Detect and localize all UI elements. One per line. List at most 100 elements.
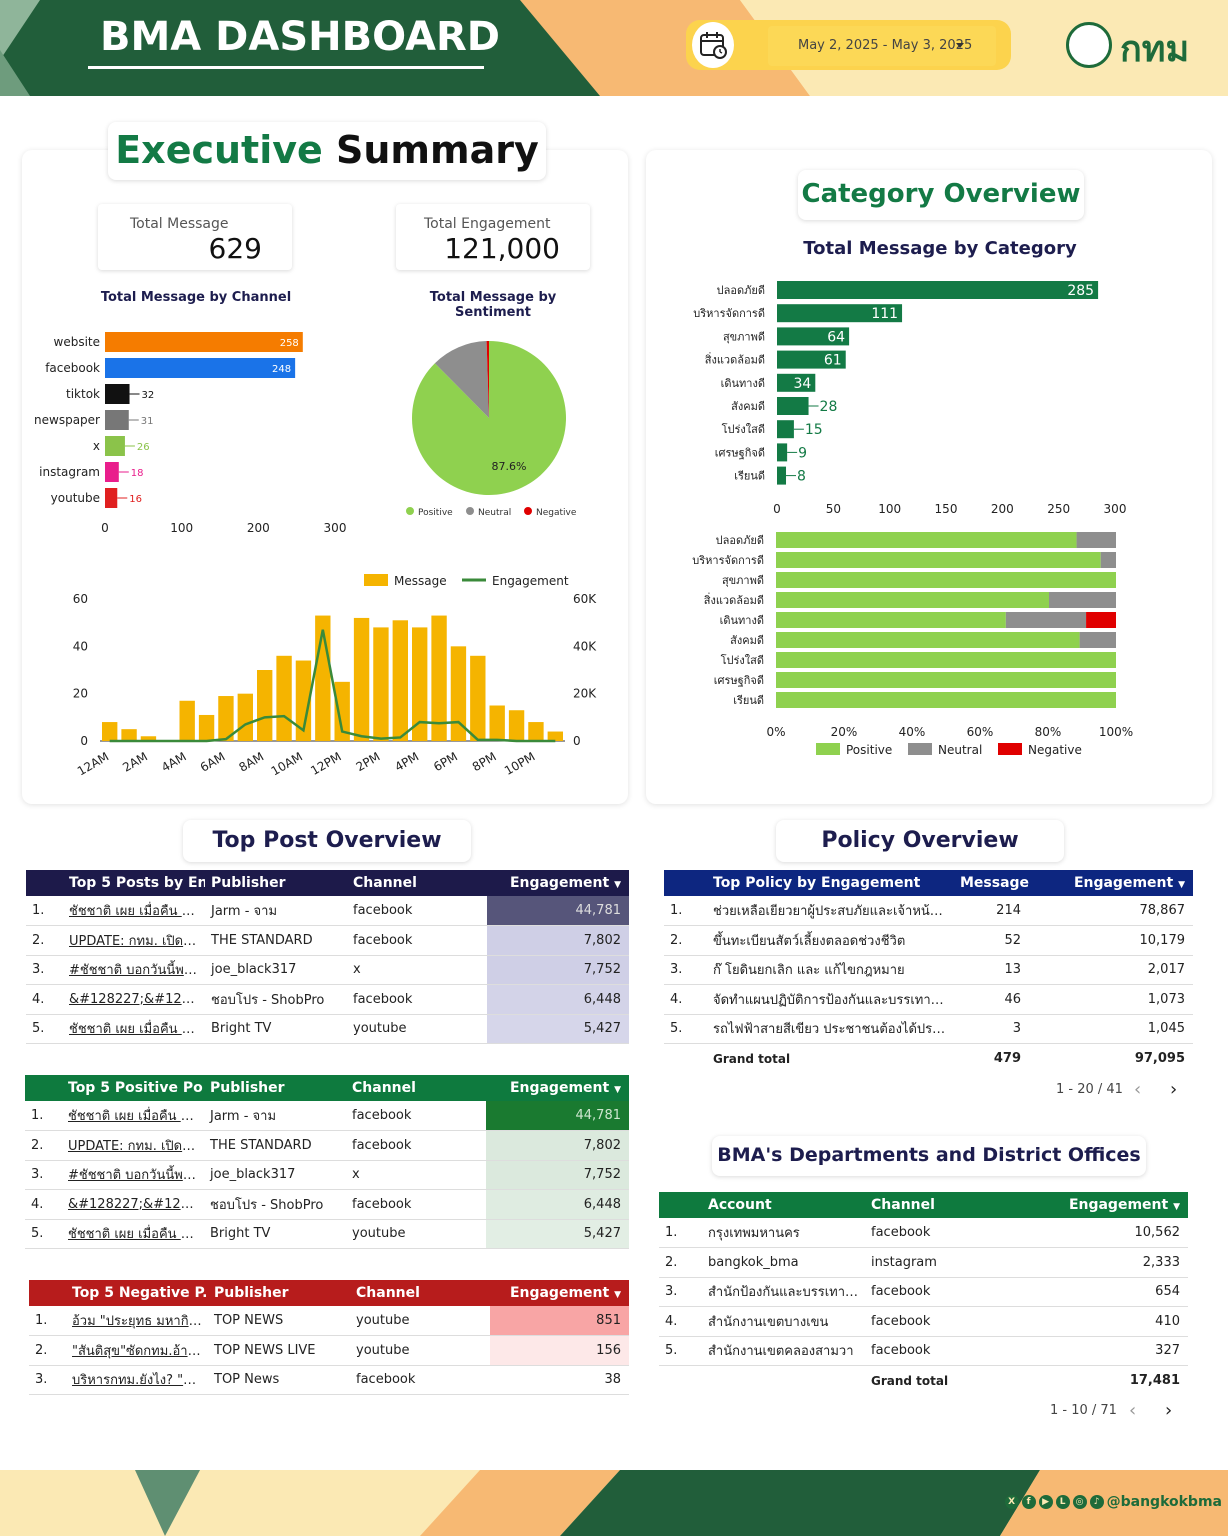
sort-desc-icon[interactable]: ▼ <box>614 880 621 890</box>
table-row[interactable]: 3.บริหารกทม.ยังไง? "สันติสุ...TOP Newsfa… <box>29 1365 629 1395</box>
x-tick-label: 0 <box>773 502 781 516</box>
instagram-icon[interactable]: ◎ <box>1072 1495 1087 1509</box>
tiktok-icon[interactable]: ♪ <box>1089 1495 1104 1509</box>
post-link[interactable]: UPDATE: กทม. เปิดให้ป... <box>62 1130 204 1161</box>
engagement-cell: 44,781 <box>487 896 629 926</box>
x-tick-label: 4AM <box>159 749 189 774</box>
col-header-engagement[interactable]: Engagement ▼ <box>490 1280 629 1306</box>
y-tick-label: 20 <box>73 687 88 701</box>
table-row[interactable]: 4. &#128227;&#12805... ชอบโปร - ShobPro fac… <box>25 1189 629 1220</box>
col-header-publisher[interactable]: Publisher <box>210 1080 285 1096</box>
col-header-engagement[interactable]: Engagement ▼ <box>1029 870 1193 896</box>
row-index: 2. <box>26 925 63 956</box>
post-link[interactable]: &#128227;&#12805... <box>63 984 205 1015</box>
facebook-icon[interactable]: f <box>1021 1495 1036 1509</box>
channel-bar <box>105 332 303 352</box>
publisher-cell: THE STANDARD <box>205 925 347 956</box>
message-bar <box>450 646 467 741</box>
post-link[interactable]: UPDATE: กทม. เปิดให้ป... <box>63 925 205 956</box>
category-value-label: 111 <box>871 306 898 322</box>
table-row[interactable]: 2. bangkok_bma instagram 2,333 <box>659 1247 1188 1278</box>
table-row[interactable]: 1.อ้วม "ประยุทธ มหากิจศิริ"...TOP NEWSyo… <box>29 1306 629 1336</box>
col-header-engagement[interactable]: Engagement ▼ <box>487 870 629 896</box>
post-link[interactable]: "สันติสุข"ซัดกทม.อ้างเหตุผี... <box>66 1335 208 1366</box>
table-row[interactable]: 2. ขึ้นทะเบียนสัตว์เลี้ยงตลอดช่วงชีวิต 52 1… <box>664 925 1193 956</box>
sort-desc-icon[interactable]: ▼ <box>1178 880 1185 890</box>
message-bar <box>179 700 195 741</box>
table-row[interactable]: 3.สำนักป้องกันและบรรเทาสาธาร...facebook6… <box>659 1277 1188 1307</box>
kpi-value: 121,000 <box>444 232 560 265</box>
col-header-channel[interactable]: Channel <box>871 1197 935 1213</box>
message-bar <box>295 660 312 741</box>
col-header-post[interactable]: Top 5 Posts by En... <box>69 875 205 891</box>
post-link[interactable]: ชัชชาติ เผย เมื่อคืน จนท.เ... <box>63 896 205 926</box>
sort-desc-icon[interactable]: ▼ <box>614 1085 621 1095</box>
post-link[interactable]: อ้วม "ประยุทธ มหากิจศิริ"... <box>66 1306 208 1336</box>
stacked-bar-neutral <box>1100 552 1116 568</box>
col-header-message[interactable]: Message <box>960 875 1029 891</box>
post-link[interactable]: บริหารกทม.ยังไง? "สันติสุ... <box>66 1365 208 1395</box>
youtube-icon[interactable]: ▶ <box>1038 1495 1053 1509</box>
table-row[interactable]: 5. รถไฟฟ้าสายสีเขียว ประชาชนต้องได้ประโ..… <box>664 1014 1193 1044</box>
table-row[interactable]: 4. จัดทำแผนปฏิบัติการป้องกันและบรรเทาส...… <box>664 984 1193 1015</box>
legend-swatch <box>998 743 1022 755</box>
sort-desc-icon[interactable]: ▼ <box>614 1290 621 1300</box>
chevron-right-icon[interactable]: › <box>1170 1079 1178 1100</box>
channel-cell: youtube <box>346 1219 486 1249</box>
table-row[interactable]: 1. ช่วยเหลือเยียวยาผู้ประสบภัยและเจ้าหน้า… <box>664 896 1193 926</box>
col-header-account[interactable]: Account <box>708 1197 772 1213</box>
table-row[interactable]: 4. &#128227;&#12805... ชอบโปร - ShobPro fac… <box>26 984 629 1015</box>
col-header-channel[interactable]: Channel <box>356 1285 420 1301</box>
category-label: บริหารจัดการดี <box>692 554 764 567</box>
x-icon[interactable]: X <box>1004 1495 1019 1509</box>
table-row[interactable]: 1.ชัชชาติ เผย เมื่อคืน จนท.เ...Jarm - จา… <box>26 896 629 926</box>
col-header-channel[interactable]: Channel <box>352 1080 416 1096</box>
grand-total-message: 479 <box>993 1051 1021 1066</box>
table-row[interactable]: 5. สำนักงานเขตคลองสามวา facebook 327 <box>659 1336 1188 1366</box>
table-row[interactable]: 2. UPDATE: กทม. เปิดให้ป... THE STANDARD fa… <box>26 925 629 956</box>
category-label: เรียนดี <box>733 694 764 707</box>
col-header-policy[interactable]: Top Policy by Engagement <box>713 875 921 891</box>
table-row[interactable]: 2. UPDATE: กทม. เปิดให้ป... THE STANDARD fa… <box>25 1130 629 1161</box>
post-link[interactable]: #ชัชชาติ บอกวันนี้พบอีกอ... <box>62 1160 204 1190</box>
table-row[interactable]: 5.ชัชชาติ เผย เมื่อคืน จนท.เ...Bright TV… <box>25 1219 629 1249</box>
kpi-label: Total Engagement <box>424 216 551 232</box>
sort-desc-icon[interactable]: ▼ <box>1173 1202 1180 1212</box>
post-link[interactable]: ชัชชาติ เผย เมื่อคืน จนท.เ... <box>62 1101 204 1131</box>
post-link[interactable]: &#128227;&#12805... <box>62 1189 204 1220</box>
col-header-publisher[interactable]: Publisher <box>214 1285 289 1301</box>
post-link[interactable]: ชัชชาติ เผย เมื่อคืน จนท.เ... <box>62 1219 204 1249</box>
post-link[interactable]: ชัชชาติ เผย เมื่อคืน จนท.เ... <box>63 1014 205 1044</box>
table-row[interactable]: 5.ชัชชาติ เผย เมื่อคืน จนท.เ...Bright TV… <box>26 1014 629 1044</box>
col-header-engagement[interactable]: Engagement ▼ <box>1025 1192 1188 1218</box>
category-label: เศรษฐกิจดี <box>715 446 765 459</box>
x-tick-label: 2AM <box>120 749 150 774</box>
chevron-right-icon[interactable]: › <box>1165 1400 1173 1421</box>
table-row[interactable]: 1.ชัชชาติ เผย เมื่อคืน จนท.เ...Jarm - จา… <box>25 1101 629 1131</box>
engagement-cell: 6,448 <box>487 984 629 1015</box>
chevron-down-icon[interactable] <box>956 43 964 48</box>
x-tick-label: 300 <box>1104 502 1127 516</box>
row-index: 3. <box>29 1365 66 1395</box>
col-header-engagement[interactable]: Engagement ▼ <box>486 1075 629 1101</box>
table-row[interactable]: 3.#ชัชชาติ บอกวันนี้พบอีกอ...joe_black31… <box>25 1160 629 1190</box>
col-header-post[interactable]: Top 5 Positive Po... <box>68 1080 204 1096</box>
footer-banner: X f ▶ L ◎ ♪ @bangkokbma <box>0 1470 1228 1536</box>
chevron-left-icon[interactable]: ‹ <box>1129 1400 1137 1421</box>
post-link[interactable]: #ชัชชาติ บอกวันนี้พบอีกอ... <box>63 955 205 985</box>
channel-cell: x <box>347 955 487 985</box>
category-value-label: 61 <box>824 353 842 369</box>
chevron-left-icon[interactable]: ‹ <box>1134 1079 1142 1100</box>
table-row[interactable]: 4. สำนักงานเขตบางเขน facebook 410 <box>659 1306 1188 1337</box>
table-row[interactable]: 2."สันติสุข"ซัดกทม.อ้างเหตุผี...TOP NEWS… <box>29 1335 629 1366</box>
table-row[interactable]: 1. กรุงเทพมหานคร facebook 10,562 <box>659 1218 1188 1248</box>
table-row[interactable]: 3. ก๊ โยดินยกเลิก และ แก้ไขกฎหมาย 13 2,017 <box>664 955 1193 985</box>
col-header-post[interactable]: Top 5 Negative P... <box>72 1285 208 1301</box>
line-icon[interactable]: L <box>1055 1495 1070 1509</box>
col-header-channel[interactable]: Channel <box>353 875 417 891</box>
channel-cell: facebook <box>346 1189 486 1220</box>
calendar-icon[interactable] <box>692 22 734 68</box>
x-tick-label: 4PM <box>392 749 421 774</box>
table-row[interactable]: 3.#ชัชชาติ บอกวันนี้พบอีกอ...joe_black31… <box>26 955 629 985</box>
col-header-publisher[interactable]: Publisher <box>211 875 286 891</box>
